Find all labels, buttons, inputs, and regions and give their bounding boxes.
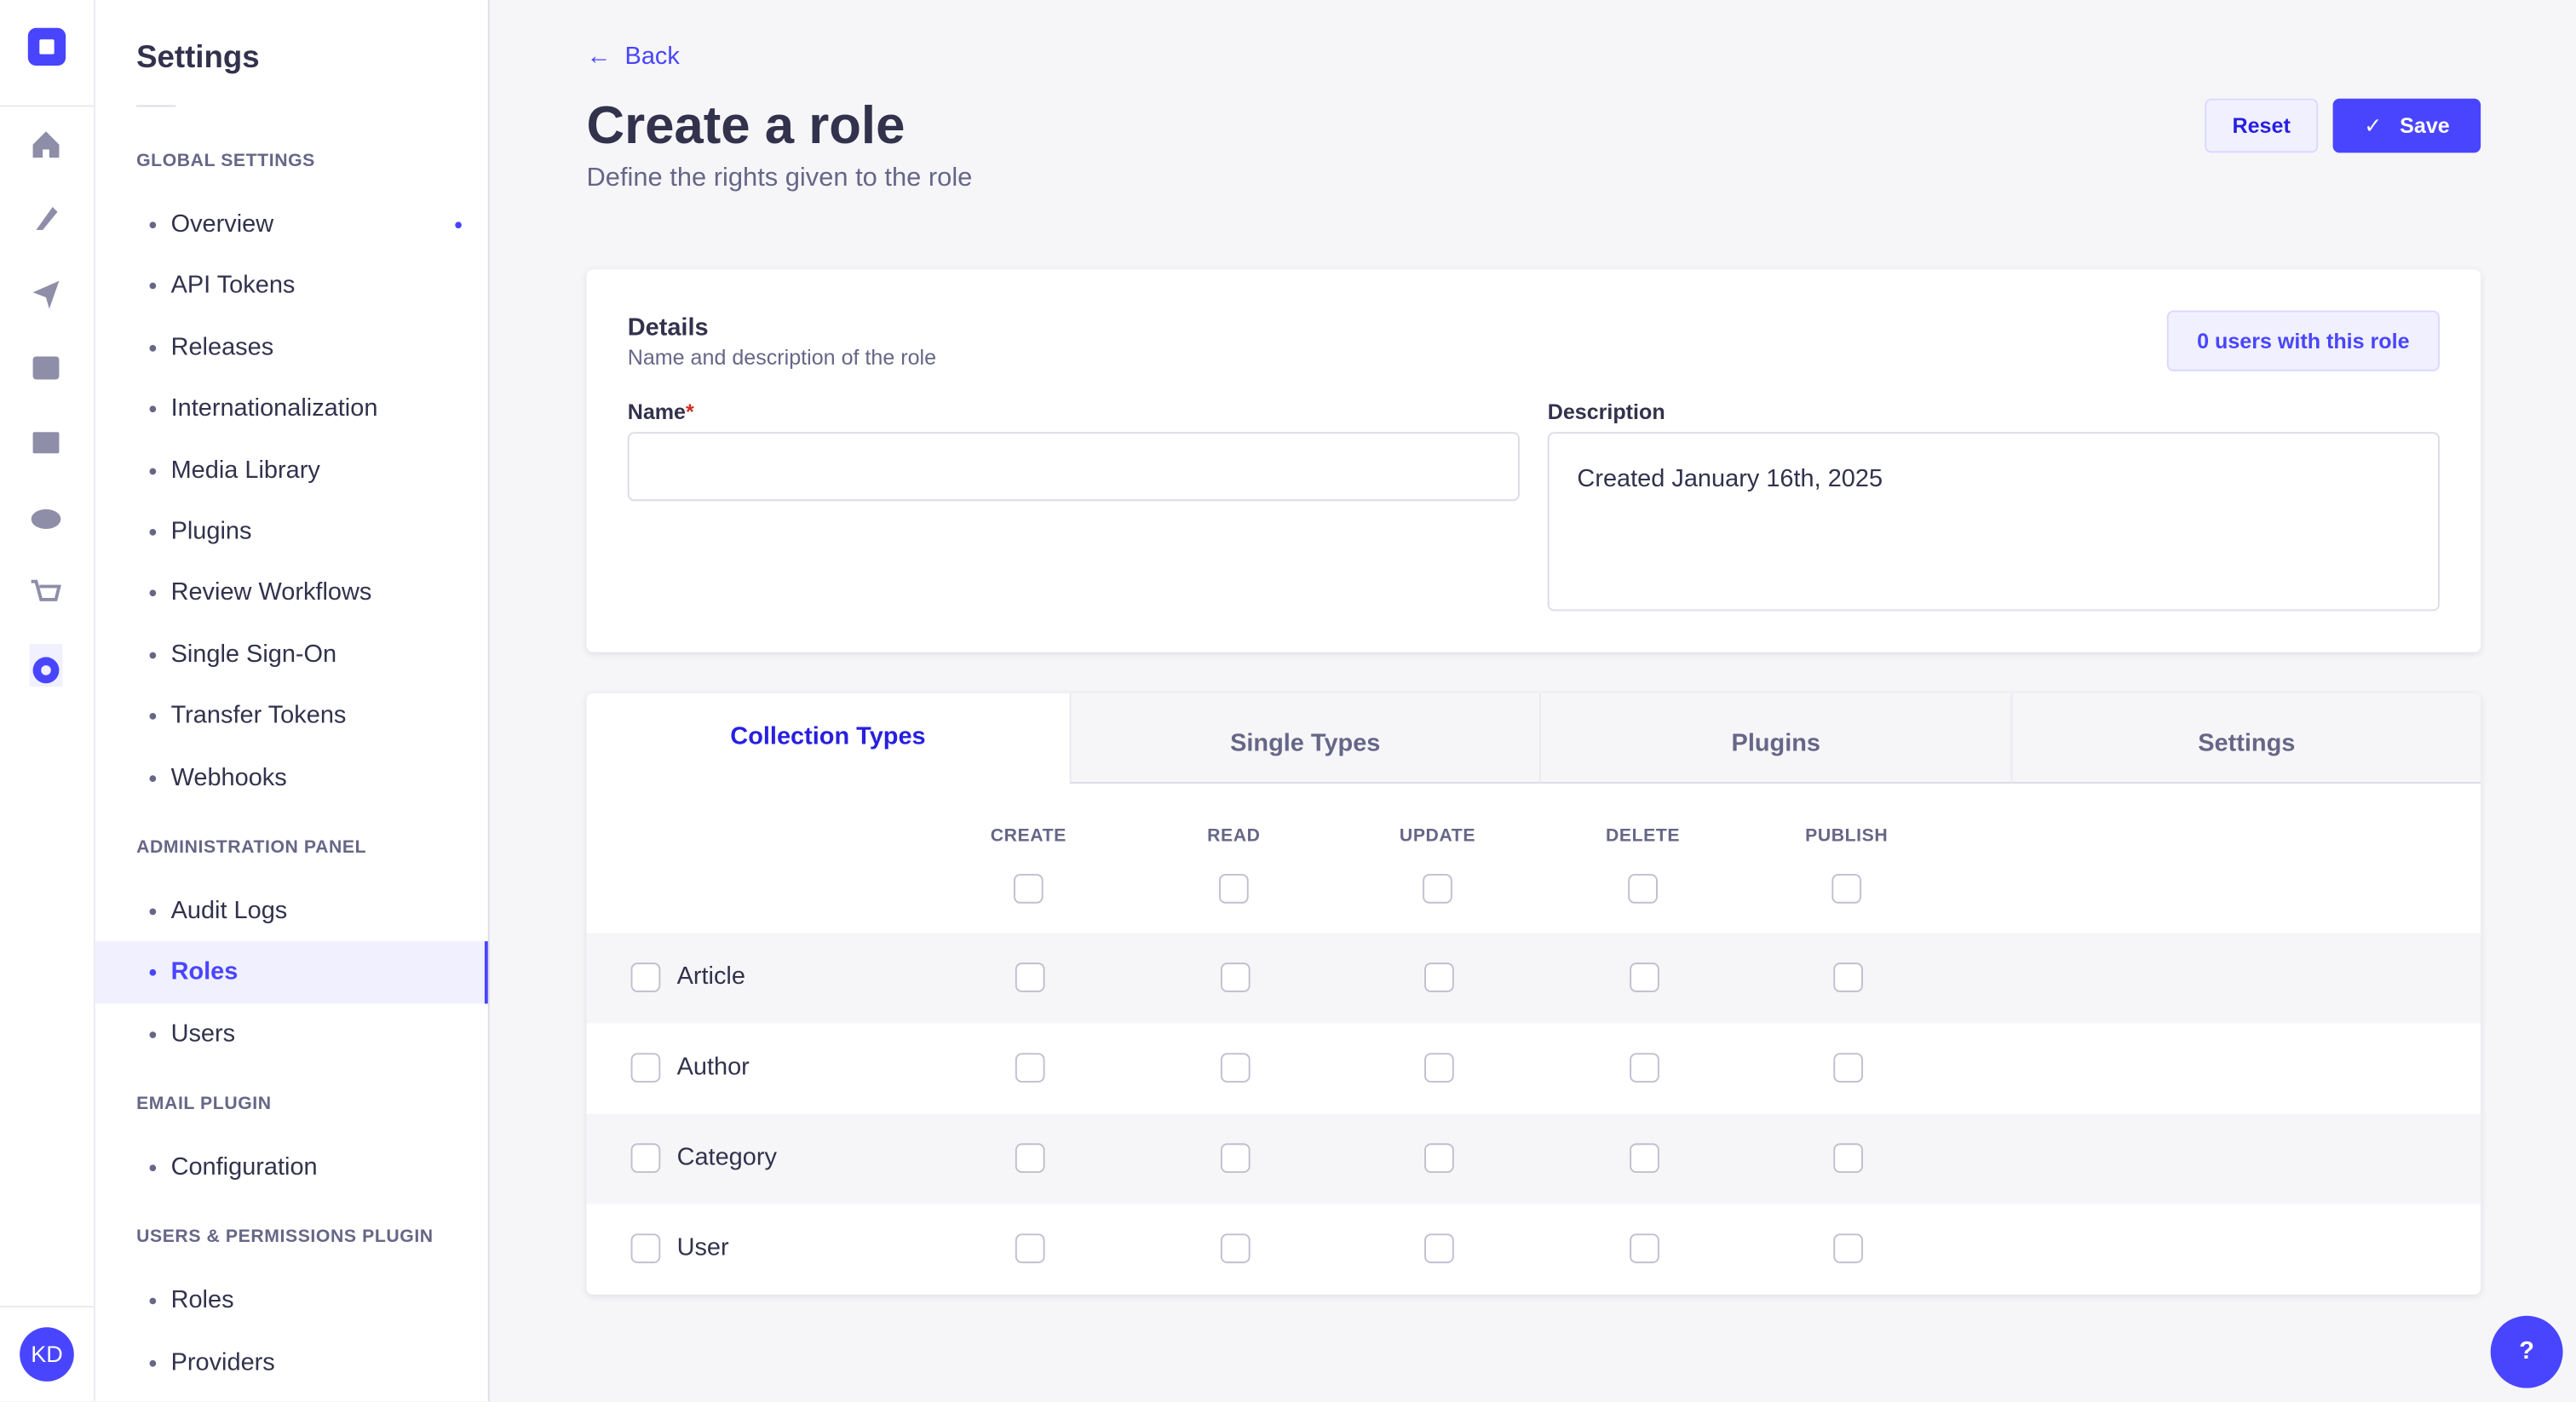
column-header: CREATE xyxy=(990,826,1067,847)
column-checkbox[interactable] xyxy=(1218,873,1249,904)
save-button[interactable]: ✓ Save xyxy=(2332,98,2481,153)
tab[interactable]: Collection Types xyxy=(586,692,1070,784)
sidebar-item[interactable]: Releases xyxy=(95,317,488,378)
permission-checkbox[interactable] xyxy=(1015,1143,1045,1173)
permission-row: Category xyxy=(586,1113,2481,1204)
content-type: Article xyxy=(676,962,745,991)
row-checkbox[interactable] xyxy=(630,962,661,992)
nav-rail: KD xyxy=(0,0,95,1402)
sidebar-item[interactable]: Providers xyxy=(95,1332,488,1393)
column-checkbox[interactable] xyxy=(1628,873,1658,904)
permission-checkbox[interactable] xyxy=(1424,1143,1454,1173)
permission-row: Article xyxy=(586,933,2481,1024)
details-title: Details xyxy=(627,313,709,342)
settings-sidebar: Settings GLOBAL SETTINGS Overview API Toke… xyxy=(95,0,490,1402)
column-header: UPDATE xyxy=(1399,826,1476,847)
permission-checkbox[interactable] xyxy=(1424,1053,1454,1083)
sidebar-item[interactable]: Media Library xyxy=(95,440,488,501)
sidebar-item[interactable]: Internationalization xyxy=(95,378,488,440)
content-type: Category xyxy=(676,1143,777,1172)
sidebar-item[interactable]: Webhooks xyxy=(95,747,488,808)
back-link[interactable]: ← Back xyxy=(586,43,680,71)
help-button[interactable]: ? xyxy=(2490,1315,2563,1388)
column-header: DELETE xyxy=(1605,826,1681,847)
section-heading: ADMINISTRATION PANEL xyxy=(136,837,367,858)
sidebar-sections: GLOBAL SETTINGS Overview API Tokens Release… xyxy=(95,122,488,1393)
permission-checkbox[interactable] xyxy=(1630,1143,1659,1173)
permission-checkbox[interactable] xyxy=(1220,1143,1251,1173)
permission-checkbox[interactable] xyxy=(1630,962,1659,992)
permission-checkbox[interactable] xyxy=(1424,962,1454,992)
permission-row: Author xyxy=(586,1023,2481,1114)
permission-checkbox[interactable] xyxy=(1220,1053,1251,1083)
sidebar-item[interactable]: API Tokens xyxy=(95,256,488,317)
permission-checkbox[interactable] xyxy=(1630,1233,1659,1264)
details-subtitle: Name and description of the role xyxy=(627,344,937,370)
permission-checkbox[interactable] xyxy=(1220,962,1251,992)
permission-checkbox[interactable] xyxy=(1220,1233,1251,1264)
details-card: Details Name and description of the role… xyxy=(586,269,2481,652)
permission-checkbox[interactable] xyxy=(1833,1053,1863,1083)
permission-checkbox[interactable] xyxy=(1630,1053,1659,1083)
section-heading: EMAIL PLUGIN xyxy=(136,1094,272,1114)
sidebar-item[interactable]: Users xyxy=(95,1003,488,1065)
users-badge[interactable]: 0 users with this role xyxy=(2166,310,2440,371)
sidebar-item[interactable]: Overview xyxy=(95,194,488,256)
column-checkbox[interactable] xyxy=(1423,873,1452,904)
permission-checkbox[interactable] xyxy=(1015,1233,1045,1264)
sidebar-item[interactable]: Plugins xyxy=(95,501,488,562)
name-label: Name* xyxy=(628,399,694,424)
permission-checkbox[interactable] xyxy=(1833,1143,1863,1173)
name-input[interactable] xyxy=(627,432,1520,502)
page-title: Create a role xyxy=(586,95,906,155)
column-header: PUBLISH xyxy=(1805,826,1889,847)
permission-checkbox[interactable] xyxy=(1833,1233,1863,1264)
description-value: Created January 16th, 2025 xyxy=(1577,464,1883,493)
column-checkbox[interactable] xyxy=(1831,873,1862,904)
permission-checkbox[interactable] xyxy=(1424,1233,1454,1264)
description-input[interactable]: Created January 16th, 2025 xyxy=(1547,432,2440,612)
tab[interactable]: Plugins xyxy=(1539,692,2011,784)
sidebar-title: Settings xyxy=(136,41,260,76)
required-mark: * xyxy=(686,399,694,424)
row-checkbox[interactable] xyxy=(630,1233,661,1264)
section-heading: GLOBAL SETTINGS xyxy=(136,151,315,171)
reset-button[interactable]: Reset xyxy=(2205,98,2319,153)
avatar[interactable]: KD xyxy=(20,1327,74,1382)
save-text: Save xyxy=(2400,113,2450,138)
permissions-card: Collection Types Single Types Plugins Setti… xyxy=(586,692,2481,1295)
sidebar-item[interactable]: Transfer Tokens xyxy=(95,685,488,746)
back-text: Back xyxy=(624,43,680,71)
content-type: Author xyxy=(676,1053,750,1081)
sidebar-item[interactable]: Audit Logs xyxy=(95,881,488,942)
nav-icons[interactable] xyxy=(29,128,63,687)
permission-checkbox[interactable] xyxy=(1015,962,1045,992)
page-subtitle: Define the rights given to the role xyxy=(586,164,973,192)
name-label-text: Name xyxy=(627,399,687,424)
tab[interactable]: Settings xyxy=(2010,692,2481,784)
section-heading: USERS & PERMISSIONS PLUGIN xyxy=(136,1227,434,1248)
permission-checkbox[interactable] xyxy=(1833,962,1863,992)
row-checkbox[interactable] xyxy=(630,1143,661,1173)
sidebar-item[interactable]: Single Sign-On xyxy=(95,623,488,685)
row-checkbox[interactable] xyxy=(630,1053,661,1083)
permission-row: User xyxy=(586,1204,2481,1295)
sidebar-item[interactable]: Roles xyxy=(95,941,488,1003)
sidebar-item[interactable]: Review Workflows xyxy=(95,562,488,623)
tab[interactable]: Single Types xyxy=(1069,692,1540,784)
description-label: Description xyxy=(1547,399,1665,424)
column-checkbox[interactable] xyxy=(1013,873,1044,904)
sidebar-item[interactable]: Configuration xyxy=(95,1137,488,1198)
column-header: READ xyxy=(1207,826,1261,847)
sidebar-item[interactable]: Roles xyxy=(95,1271,488,1332)
content-type: User xyxy=(676,1233,729,1262)
logo[interactable] xyxy=(27,27,66,66)
permission-checkbox[interactable] xyxy=(1015,1053,1045,1083)
new-dot xyxy=(455,221,462,229)
